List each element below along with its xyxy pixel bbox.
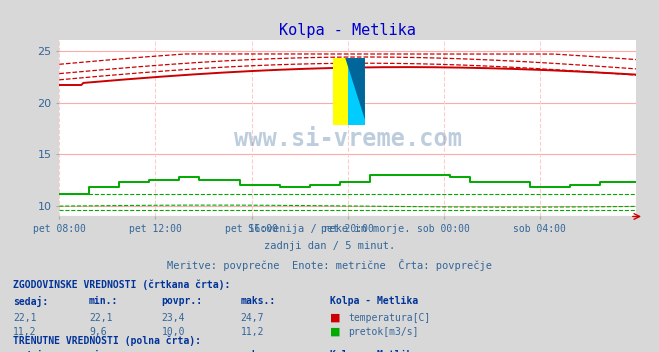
Text: povpr.:: povpr.: bbox=[161, 350, 202, 352]
Title: Kolpa - Metlika: Kolpa - Metlika bbox=[279, 23, 416, 38]
Text: 10,0: 10,0 bbox=[161, 327, 185, 337]
Text: www.si-vreme.com: www.si-vreme.com bbox=[234, 127, 461, 151]
Text: Meritve: povprečne  Enote: metrične  Črta: povprečje: Meritve: povprečne Enote: metrične Črta:… bbox=[167, 259, 492, 271]
Text: temperatura[C]: temperatura[C] bbox=[348, 313, 430, 322]
Text: maks.:: maks.: bbox=[241, 296, 275, 306]
Text: Kolpa - Metlika: Kolpa - Metlika bbox=[330, 350, 418, 352]
Text: TRENUTNE VREDNOSTI (polna črta):: TRENUTNE VREDNOSTI (polna črta): bbox=[13, 335, 201, 346]
Text: pretok[m3/s]: pretok[m3/s] bbox=[348, 327, 418, 337]
Text: Kolpa - Metlika: Kolpa - Metlika bbox=[330, 296, 418, 306]
Text: sedaj:: sedaj: bbox=[13, 350, 48, 352]
Text: povpr.:: povpr.: bbox=[161, 296, 202, 306]
Text: Slovenija / reke in morje.: Slovenija / reke in morje. bbox=[248, 224, 411, 233]
Text: zadnji dan / 5 minut.: zadnji dan / 5 minut. bbox=[264, 241, 395, 251]
Text: 22,1: 22,1 bbox=[13, 313, 37, 322]
Text: 22,1: 22,1 bbox=[89, 313, 113, 322]
Bar bbox=[349, 58, 365, 125]
Text: maks.:: maks.: bbox=[241, 350, 275, 352]
Text: sedaj:: sedaj: bbox=[13, 296, 48, 307]
Bar bbox=[333, 58, 349, 125]
Text: min.:: min.: bbox=[89, 296, 119, 306]
Text: ■: ■ bbox=[330, 313, 340, 322]
Polygon shape bbox=[345, 58, 365, 120]
Text: 9,6: 9,6 bbox=[89, 327, 107, 337]
Text: ZGODOVINSKE VREDNOSTI (črtkana črta):: ZGODOVINSKE VREDNOSTI (črtkana črta): bbox=[13, 280, 231, 290]
Text: ■: ■ bbox=[330, 327, 340, 337]
Text: 23,4: 23,4 bbox=[161, 313, 185, 322]
Text: 24,7: 24,7 bbox=[241, 313, 264, 322]
Text: 11,2: 11,2 bbox=[13, 327, 37, 337]
Text: 11,2: 11,2 bbox=[241, 327, 264, 337]
Text: min.:: min.: bbox=[89, 350, 119, 352]
